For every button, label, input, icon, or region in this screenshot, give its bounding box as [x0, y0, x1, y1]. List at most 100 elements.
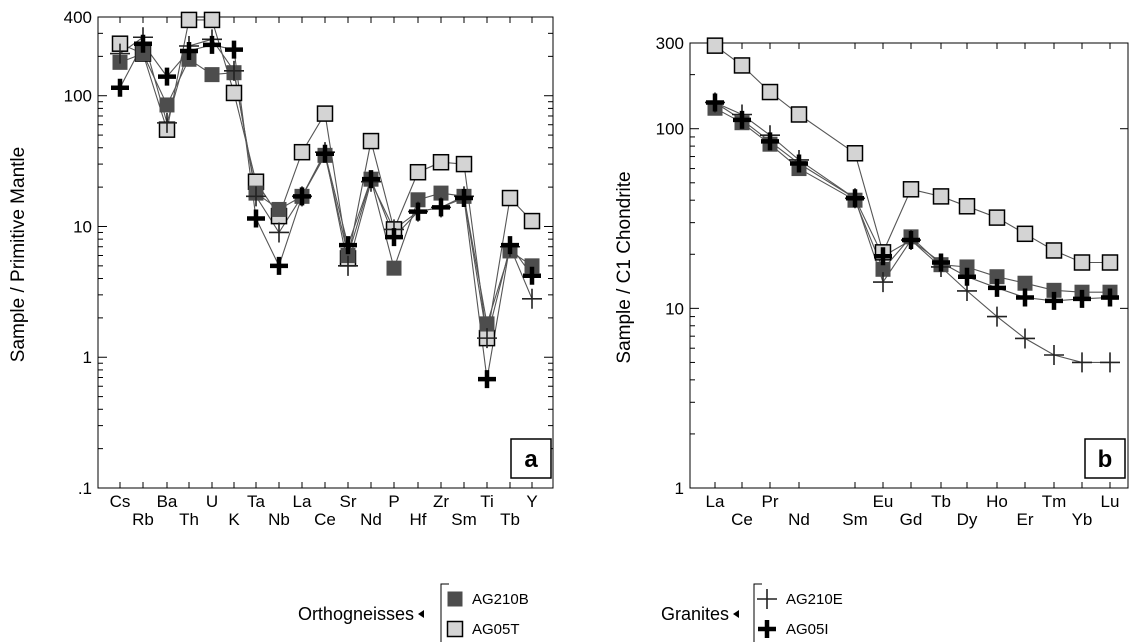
series-line-AG210B [119, 52, 533, 325]
data-point-AG05I [203, 35, 221, 54]
x-tick-label: Rb [132, 510, 154, 529]
data-point-AG05I [247, 209, 265, 228]
panel-letter: a [524, 446, 538, 473]
y-tick-label: 1 [83, 348, 92, 367]
data-point-AG210E [269, 222, 289, 243]
y-axis-title: Sample / C1 Chondrite [614, 171, 635, 363]
data-point-AG05T [790, 106, 808, 123]
legend: Orthogneisses AG210B AG05T Granites AG210E AG… [298, 583, 843, 642]
x-tick-label: Lu [1101, 492, 1120, 511]
data-point-AG05T [1016, 225, 1034, 243]
x-tick-label: Tb [931, 492, 951, 511]
panel-letter: b [1098, 446, 1113, 473]
legend-group-label: Granites [661, 604, 729, 624]
x-tick-label: K [228, 510, 240, 529]
x-tick-label: Dy [957, 510, 978, 529]
x-tick-label: Eu [873, 492, 894, 511]
x-tick-label: La [706, 492, 725, 511]
data-point-AG210E [1044, 344, 1064, 365]
plot-frame [97, 16, 554, 489]
x-tick-label: Nd [360, 510, 382, 529]
data-point-AG05T [1073, 254, 1091, 271]
data-point-AG210B [875, 261, 891, 277]
panel-letter-box [1084, 438, 1126, 479]
data-point-AG210B [1046, 282, 1062, 298]
legend-item-label: AG210E [786, 591, 843, 608]
legend-item-label: AG05I [786, 621, 829, 638]
x-tick-label: Ho [986, 492, 1008, 511]
data-point-AG05T [203, 11, 221, 29]
x-tick-label: Ce [314, 510, 336, 529]
x-tick-label: Gd [900, 510, 923, 529]
x-tick-label: Tb [500, 510, 520, 529]
data-point-AG210E [1015, 328, 1035, 349]
x-tick-label: La [293, 492, 312, 511]
x-tick-label: Sm [842, 510, 868, 529]
data-point-AG210E [246, 186, 266, 207]
data-point-AG210E [338, 255, 358, 276]
data-point-AG05T [733, 57, 751, 74]
data-point-AG05I [270, 256, 288, 275]
data-point-AG05I [958, 267, 976, 286]
data-point-AG210B [410, 192, 426, 208]
data-point-AG05I [1045, 291, 1063, 310]
data-point-AG05I [902, 231, 920, 250]
data-point-AG05I [1073, 289, 1091, 308]
data-point-AG210E [477, 328, 497, 349]
x-tick-label: Sm [451, 510, 477, 529]
data-point-AG210B [204, 67, 220, 83]
data-point-AG05T [988, 209, 1006, 226]
data-point-AG210E [522, 288, 542, 309]
data-point-AG05I [316, 144, 334, 163]
series-line-AG05I [714, 102, 1111, 302]
data-point-AG210E [1072, 352, 1092, 373]
data-point-AG210B [340, 247, 356, 263]
x-tick-label: U [206, 492, 218, 511]
legend-group-label: Orthogneisses [298, 604, 414, 624]
data-point-AG05T [932, 188, 950, 205]
data-point-AG210B [524, 258, 540, 274]
data-point-AG210B [959, 259, 975, 275]
data-point-AG05I [385, 228, 403, 247]
x-tick-label: Hf [410, 510, 427, 529]
series-line-AG210E [119, 36, 533, 339]
y-tick-label: .1 [78, 479, 92, 498]
legend-pointer-icon [418, 610, 424, 618]
legend-marker-AG05T [446, 620, 464, 638]
data-point-AG210E [224, 60, 244, 81]
data-point-AG05T [316, 105, 334, 122]
data-point-AG210E [110, 43, 130, 64]
legend-item-label: AG05T [472, 621, 520, 638]
data-point-AG05I [523, 266, 541, 285]
data-point-AG05I [874, 247, 892, 266]
panel-letter-box [510, 438, 552, 479]
x-tick-label: Er [1017, 510, 1034, 529]
data-point-AG05T [523, 212, 541, 230]
legend-pointer-icon [733, 610, 739, 618]
data-point-AG05T [902, 181, 920, 198]
data-point-AG05I [362, 170, 380, 189]
x-tick-label: Y [526, 492, 537, 511]
data-point-AG05T [455, 155, 473, 173]
legend-bracket [753, 583, 762, 642]
data-point-AG210B [989, 269, 1005, 285]
data-point-AG05I [706, 93, 724, 112]
legend-marker-AG05I [758, 620, 776, 638]
data-point-AG05I [501, 236, 519, 255]
data-point-AG05T [362, 132, 380, 150]
data-point-AG05I [988, 278, 1006, 297]
data-point-AG05I [409, 202, 427, 221]
x-tick-label: Ce [731, 510, 753, 529]
data-point-AG05I [846, 189, 864, 208]
data-point-AG05I [293, 187, 311, 206]
data-point-AG05I [225, 40, 243, 59]
data-point-AG210E [157, 112, 177, 133]
data-point-AG210B [135, 46, 151, 62]
data-point-AG05I [158, 67, 176, 86]
data-point-AG05I [1016, 288, 1034, 307]
x-tick-label: Yb [1072, 510, 1093, 529]
data-point-AG05T [432, 153, 450, 171]
x-tick-label: Th [179, 510, 199, 529]
data-point-AG05I [1101, 288, 1119, 307]
